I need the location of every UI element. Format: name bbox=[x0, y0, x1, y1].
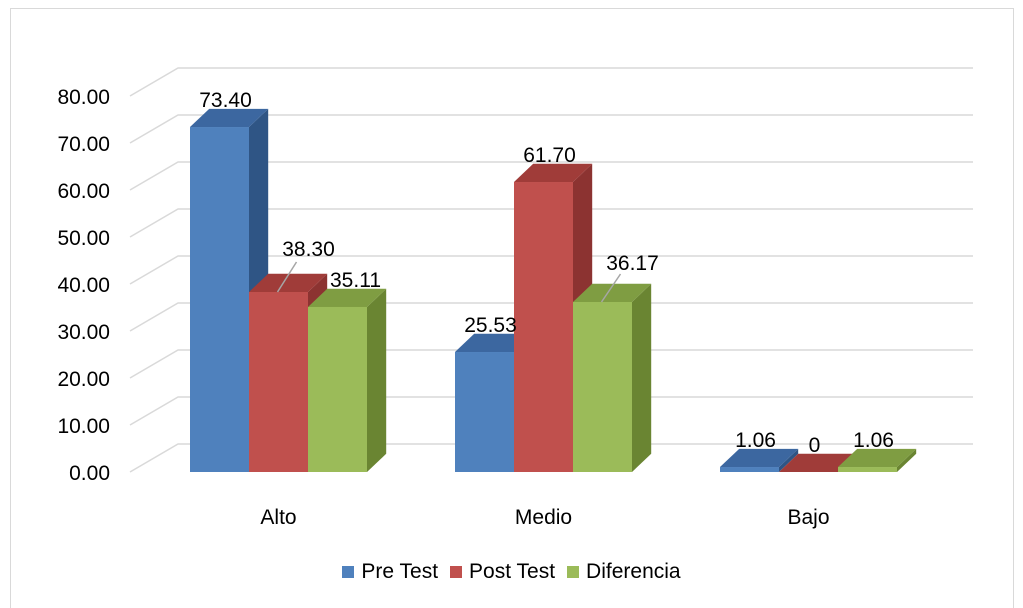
bar-front bbox=[514, 182, 573, 472]
bar bbox=[838, 448, 917, 472]
bar-side bbox=[897, 448, 917, 472]
bars bbox=[190, 108, 917, 473]
y-tick-label: 20.00 bbox=[57, 368, 110, 391]
legend-item: Post Test bbox=[450, 560, 555, 584]
data-label: 61.70 bbox=[523, 144, 576, 167]
legend-swatch bbox=[450, 566, 463, 578]
data-label: 38.30 bbox=[282, 238, 335, 261]
bar-front bbox=[190, 127, 249, 473]
bar-top bbox=[514, 163, 593, 183]
data-labels: 73.40 38.30 35.11 25.53 61.70 36.17 1.06 0 1.06 bbox=[199, 89, 894, 457]
bar-top bbox=[249, 273, 328, 292]
data-label: 36.17 bbox=[606, 252, 659, 275]
data-label: 1.06 bbox=[735, 429, 776, 452]
bar bbox=[720, 448, 799, 472]
legend-label: Post Test bbox=[469, 560, 556, 583]
bar-top bbox=[720, 448, 799, 468]
x-tick-label: Bajo bbox=[787, 506, 829, 529]
bar-top bbox=[838, 448, 917, 468]
bar-side bbox=[779, 448, 799, 472]
bar bbox=[308, 288, 387, 472]
bar-front bbox=[308, 306, 367, 472]
gridline bbox=[129, 302, 973, 332]
gridline bbox=[129, 67, 973, 97]
data-label: 73.40 bbox=[199, 89, 252, 112]
y-axis: 0.00 10.00 20.00 30.00 40.00 50.00 60.00 70.00 8… bbox=[57, 86, 110, 485]
bar-front bbox=[249, 291, 308, 472]
legend-swatch bbox=[567, 566, 580, 578]
legend-item: Diferencia bbox=[567, 560, 681, 584]
gridlines bbox=[129, 67, 973, 473]
bar-front bbox=[455, 352, 514, 472]
y-tick-label: 0.00 bbox=[69, 462, 110, 485]
bar-top bbox=[308, 288, 387, 307]
data-label: 25.53 bbox=[464, 314, 517, 337]
leader-line bbox=[276, 261, 298, 293]
bar-front bbox=[720, 467, 779, 472]
gridline bbox=[129, 443, 973, 473]
x-tick-label: Medio bbox=[515, 506, 572, 529]
legend-swatch bbox=[342, 566, 355, 578]
bar-top bbox=[779, 453, 858, 472]
gridline bbox=[129, 396, 973, 426]
y-tick-label: 40.00 bbox=[57, 274, 110, 297]
bar-side bbox=[632, 283, 652, 472]
bar-front bbox=[573, 302, 632, 472]
y-tick-label: 80.00 bbox=[57, 86, 110, 109]
gridline bbox=[129, 114, 973, 144]
y-tick-label: 50.00 bbox=[57, 227, 110, 250]
bar-side bbox=[367, 288, 387, 472]
legend-label: Diferencia bbox=[586, 560, 681, 583]
x-axis: Alto Medio Bajo bbox=[260, 506, 829, 529]
bar-top bbox=[455, 333, 534, 353]
bar-front bbox=[838, 467, 897, 472]
y-tick-label: 30.00 bbox=[57, 321, 110, 344]
y-tick-label: 60.00 bbox=[57, 180, 110, 203]
gridline bbox=[129, 349, 973, 379]
legend-label: Pre Test bbox=[361, 560, 439, 583]
leader-line bbox=[600, 273, 622, 303]
data-label: 0 bbox=[809, 434, 821, 457]
legend-item: Pre Test bbox=[342, 560, 438, 584]
y-tick-label: 10.00 bbox=[57, 415, 110, 438]
x-tick-label: Alto bbox=[260, 506, 296, 529]
gridline bbox=[129, 255, 973, 285]
gridline bbox=[129, 208, 973, 238]
legend: Pre Test Post Test Diferencia bbox=[0, 557, 1023, 587]
bar-top bbox=[573, 283, 652, 303]
bar-top bbox=[190, 108, 269, 128]
data-label: 35.11 bbox=[330, 269, 381, 292]
chart-frame bbox=[10, 8, 1014, 608]
bar bbox=[573, 283, 652, 472]
y-tick-label: 70.00 bbox=[57, 133, 110, 156]
gridline bbox=[129, 161, 973, 191]
data-label: 1.06 bbox=[853, 429, 894, 452]
